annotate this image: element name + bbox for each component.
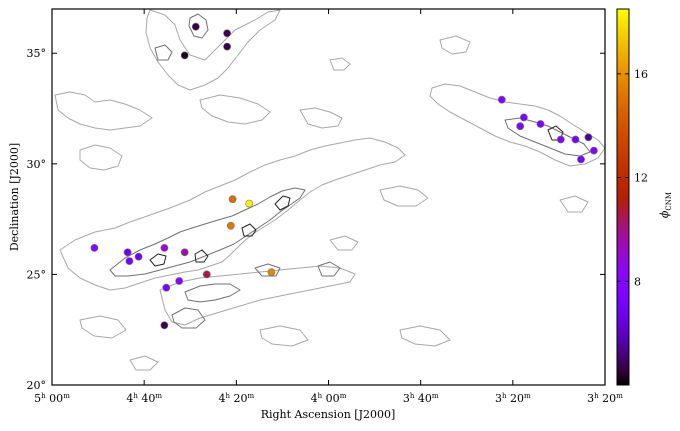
contour-south-mid-2 [171,307,206,329]
colorbar-tick-label: 8 [634,275,641,288]
data-point [162,283,171,292]
contour-se-1 [399,325,451,347]
contour-north-3 [199,94,271,125]
contour-sw-1 [79,315,127,339]
data-point [180,51,189,60]
contour-north-2 [54,91,153,131]
data-point [125,257,134,265]
x-tick-label: 4h 40m [126,392,162,405]
contour-inner-5 [194,249,209,263]
contour-east-1 [299,107,343,129]
contour-mid-2 [259,325,309,347]
y-axis-label: Declination [J2000] [8,143,21,251]
contour-perseus-outer [429,83,605,167]
contour-layer [54,9,605,371]
data-point [191,22,200,31]
x-tick-label: 3h 40m [403,392,439,405]
contour-inner-2 [149,253,167,267]
data-point [123,248,132,257]
contour-taurus-main-mid [109,187,306,277]
data-point [520,113,528,122]
contour-east-mid [317,261,341,277]
data-point [516,122,525,131]
contour-south-outer [159,265,356,326]
x-tick-label: 5h 00m [34,392,70,405]
plot-background [52,9,605,385]
data-point [226,221,235,230]
y-tick-label: 30° [27,158,47,171]
contour-small-1 [329,57,351,71]
data-point [202,270,211,279]
contour-north-mid-2 [154,44,173,61]
colorbar-ticks: 8 12 16 [617,68,648,288]
data-point [223,29,231,38]
scatter-points [90,22,598,330]
data-point [180,248,189,257]
contour-ne-1 [439,35,471,55]
contour-south-mid [184,283,241,303]
y-tick-label: 35° [27,47,47,60]
contour-outer [54,9,605,371]
y-tick-label: 25° [27,268,47,281]
x-axis-label: Right Ascension [J2000] [261,408,396,421]
contour-inner-4 [241,223,257,237]
x-tick-label: 3h 20m [495,392,531,405]
contour-small-4 [329,235,359,251]
colorbar-tick-label: 12 [634,172,648,185]
contour-small-3 [129,355,159,371]
x-tick-label: 4h 20m [219,392,255,405]
data-point [228,195,237,204]
data-point [175,277,184,285]
data-point [223,42,231,51]
data-point [160,321,169,330]
data-point [577,155,585,164]
data-point [90,243,99,252]
contour-small-2 [559,195,589,213]
data-point [160,243,169,252]
contour-mid-1 [379,185,429,207]
x-axis: 5h 00m 4h 40m 4h 20m 4h 00m 3h 40m 3h 20m 3h 2… [34,9,623,405]
data-point [245,199,254,208]
contour-west-1 [79,144,123,171]
colorbar-label-subscript: CNM [665,192,673,211]
x-tick-label: 4h 00m [311,392,347,405]
colorbar-label: ϕCNM [658,192,673,218]
y-axis: 20° 25° 30° 35° [27,47,605,392]
x-tick-label: 3h 20m [587,392,623,405]
contour-north-mid [188,13,209,39]
colorbar-tick-label: 16 [634,68,648,81]
data-point [536,120,545,128]
data-point [134,252,143,261]
data-point [267,268,276,277]
y-tick-label: 20° [27,379,47,392]
colorbar-label-symbol: ϕ [658,210,671,218]
data-point [584,133,593,142]
contour-north-1 [145,9,281,91]
contour-west-mid [254,263,281,277]
colorbar: 8 12 16 ϕCNM [616,8,673,386]
contour-inner-1 [274,195,291,211]
data-point [590,146,598,155]
contour-taurus-main-outer [59,137,406,291]
colorbar-bar [616,8,630,386]
data-point [497,95,506,104]
data-point [556,135,565,144]
data-point [571,135,580,144]
